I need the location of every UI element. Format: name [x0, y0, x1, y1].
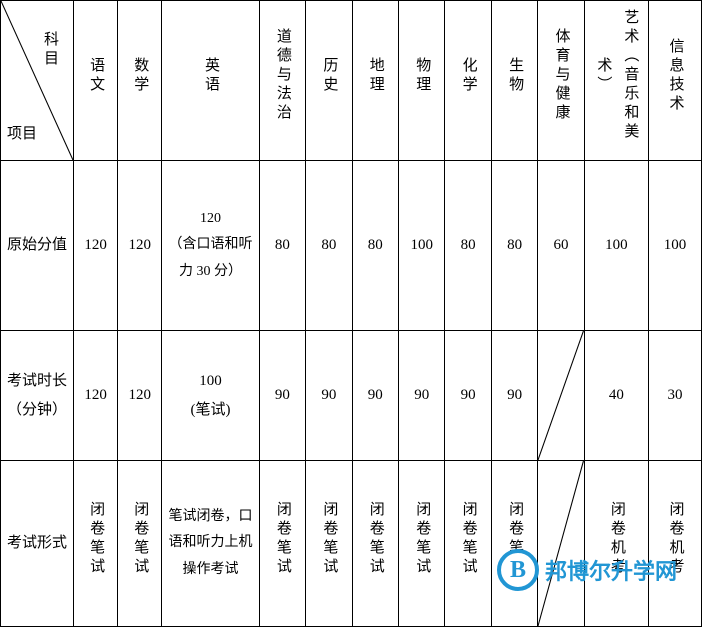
- format-row: 考试形式 闭卷笔试 闭卷笔试 笔试闭卷，口语和听力上机操作考试 闭卷笔试 闭卷笔…: [1, 461, 702, 627]
- header-row: 科目 项目 语文 数学 英语 道德与法治 历史 地理 物理 化学 生物 体育与健…: [1, 1, 702, 161]
- duration-row: 考试时长（分钟） 120 120 100(笔试) 90 90 90 90 90 …: [1, 331, 702, 461]
- cell: 90: [491, 331, 537, 461]
- cell: 80: [352, 161, 398, 331]
- cell: 闭卷笔试: [259, 461, 305, 627]
- watermark-logo-icon: B: [497, 549, 539, 591]
- col-dili: 地理: [352, 1, 398, 161]
- cell: 120（含口语和听力 30 分）: [162, 161, 259, 331]
- cell: 120: [118, 331, 162, 461]
- cell: 100: [648, 161, 701, 331]
- cell: 闭卷笔试: [306, 461, 352, 627]
- col-wuli: 物理: [399, 1, 445, 161]
- cell: 90: [306, 331, 352, 461]
- diag-empty-cell: [538, 461, 584, 627]
- col-shuxue: 数学: [118, 1, 162, 161]
- exam-subjects-table: 科目 项目 语文 数学 英语 道德与法治 历史 地理 物理 化学 生物 体育与健…: [0, 0, 702, 627]
- cell: 60: [538, 161, 584, 331]
- cell: 90: [445, 331, 491, 461]
- col-shengwu: 生物: [491, 1, 537, 161]
- cell: 120: [73, 331, 117, 461]
- cell: 闭卷机考: [584, 461, 648, 627]
- cell: 100(笔试): [162, 331, 259, 461]
- cell: 100: [584, 161, 648, 331]
- col-xinxi: 信息技术: [648, 1, 701, 161]
- cell: 100: [399, 161, 445, 331]
- cell: 80: [491, 161, 537, 331]
- header-subject-label: 科目: [36, 31, 63, 69]
- col-lishi: 历史: [306, 1, 352, 161]
- cell: 80: [259, 161, 305, 331]
- cell: 80: [445, 161, 491, 331]
- diagonal-header-cell: 科目 项目: [1, 1, 74, 161]
- cell: 闭卷笔试: [118, 461, 162, 627]
- col-yishu: 艺术（音乐和美术）: [584, 1, 648, 161]
- cell: 90: [399, 331, 445, 461]
- col-yuwen: 语文: [73, 1, 117, 161]
- col-huaxue: 化学: [445, 1, 491, 161]
- cell: 120: [73, 161, 117, 331]
- cell: 闭卷笔试: [491, 461, 537, 627]
- cell: 笔试闭卷，口语和听力上机操作考试: [162, 461, 259, 627]
- col-daode: 道德与法治: [259, 1, 305, 161]
- cell: 40: [584, 331, 648, 461]
- row-label-format: 考试形式: [1, 461, 74, 627]
- row-label-duration: 考试时长（分钟）: [1, 331, 74, 461]
- watermark-text: 邦博尔升学网: [545, 554, 677, 586]
- cell: 闭卷笔试: [352, 461, 398, 627]
- cell: 30: [648, 331, 701, 461]
- cell: 90: [352, 331, 398, 461]
- diag-empty-cell: [538, 331, 584, 461]
- cell: 120: [118, 161, 162, 331]
- cell: 闭卷笔试: [445, 461, 491, 627]
- cell: 90: [259, 331, 305, 461]
- cell: 80: [306, 161, 352, 331]
- col-yingyu: 英语: [162, 1, 259, 161]
- score-row: 原始分值 120 120 120（含口语和听力 30 分） 80 80 80 1…: [1, 161, 702, 331]
- cell: 闭卷笔试: [73, 461, 117, 627]
- col-tiyu: 体育与健康: [538, 1, 584, 161]
- watermark: B 邦博尔升学网: [497, 549, 677, 591]
- row-label-score: 原始分值: [1, 161, 74, 331]
- cell: 闭卷机考: [648, 461, 701, 627]
- header-item-label: 项目: [7, 121, 37, 148]
- cell: 闭卷笔试: [399, 461, 445, 627]
